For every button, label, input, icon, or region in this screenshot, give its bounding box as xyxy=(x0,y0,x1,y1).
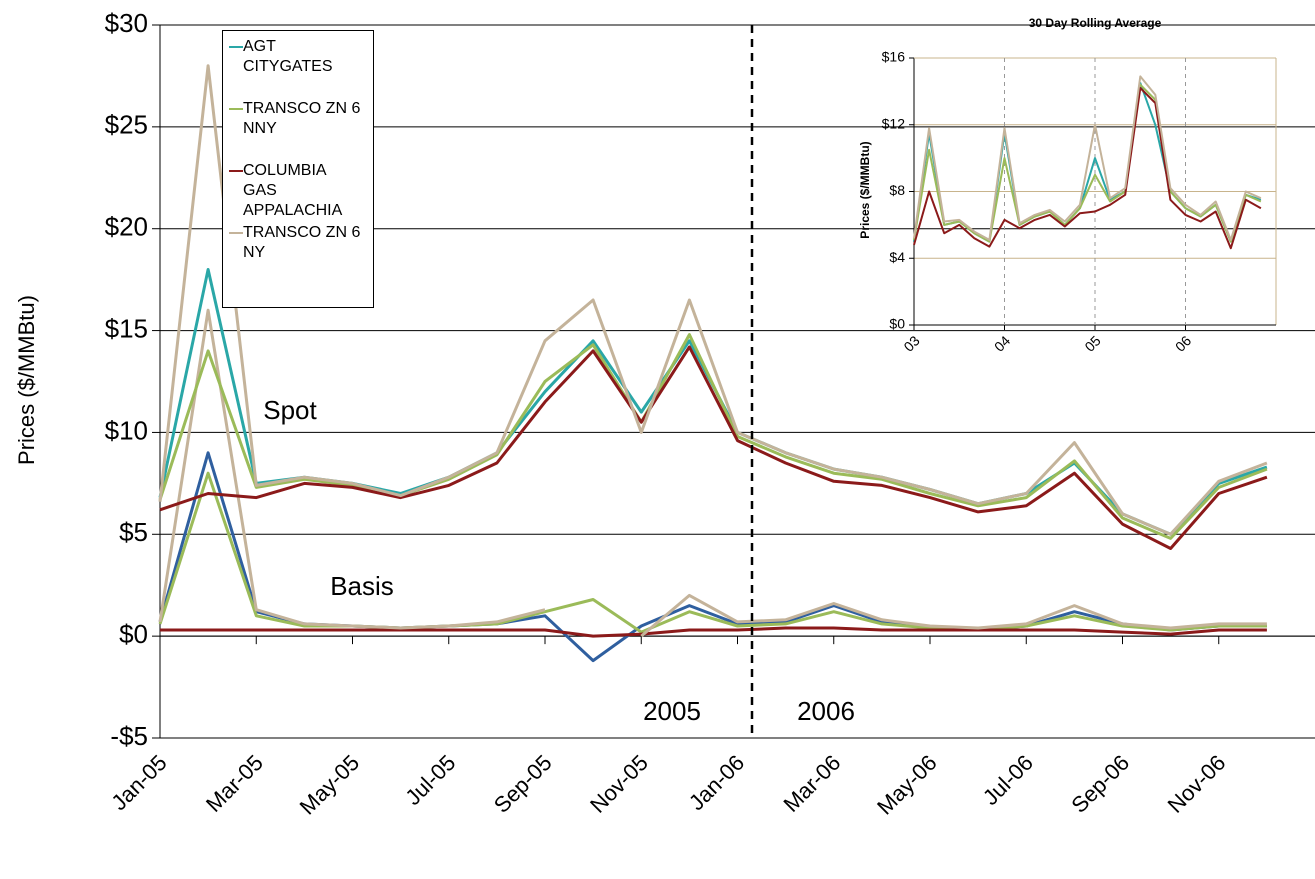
y-tick-label: $15 xyxy=(105,313,148,343)
legend-entry: TRANSCO ZN 6 NNY xyxy=(229,99,367,161)
annotation: 2005 xyxy=(643,696,701,726)
series-line xyxy=(913,75,1262,241)
x-tick-label: Jan-06 xyxy=(684,750,749,815)
x-tick-label: Jan-05 xyxy=(106,750,171,815)
x-tick-label: Jul-05 xyxy=(400,750,460,810)
y-tick-label: $30 xyxy=(105,8,148,38)
legend: AGT CITYGATES TRANSCO ZN 6 NNY COLUMBIA GA… xyxy=(222,30,374,308)
x-tick-label: Jul-06 xyxy=(978,750,1038,810)
legend-label: TRANSCO ZN 6 NNY xyxy=(243,100,361,137)
x-tick-label: May-06 xyxy=(872,750,942,820)
legend-label: COLUMBIA GAS APPALACHIA xyxy=(243,162,343,219)
legend-entry: AGT CITYGATES xyxy=(229,37,367,99)
x-tick-label: Mar-06 xyxy=(778,750,845,817)
series-line xyxy=(158,333,1268,540)
legend-swatch xyxy=(229,170,243,172)
y-tick-label: $8 xyxy=(889,182,905,198)
legend-entry: TRANSCO ZN 6 NY xyxy=(229,223,367,285)
legend-swatch xyxy=(229,108,243,110)
legend-swatch xyxy=(229,232,243,234)
y-tick-label: $5 xyxy=(119,517,148,547)
series-line xyxy=(158,64,1268,536)
x-tick-label: Nov-05 xyxy=(585,750,653,818)
inset-y-label: Prices ($/MMBtu) xyxy=(858,141,872,238)
y-tick-label: $4 xyxy=(889,249,905,265)
x-tick-label: 03 xyxy=(900,332,922,354)
annotation: Spot xyxy=(263,395,317,425)
x-tick-label: Mar-05 xyxy=(201,750,268,817)
y-tick-label: $0 xyxy=(889,316,905,332)
y-tick-label: $0 xyxy=(119,619,148,649)
series-line xyxy=(913,87,1262,250)
y-tick-label: -$5 xyxy=(110,721,148,751)
annotation: 2006 xyxy=(797,696,855,726)
x-tick-label: May-05 xyxy=(295,750,365,820)
series-line xyxy=(160,626,1267,638)
series-line xyxy=(158,308,1267,638)
x-tick-label: 05 xyxy=(1081,332,1103,354)
x-tick-label: 06 xyxy=(1172,332,1194,354)
series-line xyxy=(913,83,1262,243)
x-tick-label: 04 xyxy=(991,332,1013,354)
y-axis-label: Prices ($/MMBtu) xyxy=(14,295,39,465)
legend-label: TRANSCO ZN 6 NY xyxy=(243,224,361,261)
y-tick-label: $12 xyxy=(882,115,906,131)
y-tick-label: $10 xyxy=(105,415,148,445)
x-tick-label: Sep-06 xyxy=(1066,750,1134,818)
inset-title: 30 Day Rolling Average xyxy=(1029,16,1162,30)
series-line xyxy=(159,345,1268,550)
legend-entry: COLUMBIA GAS APPALACHIA xyxy=(229,161,367,223)
legend-swatch xyxy=(229,46,243,48)
y-tick-label: $16 xyxy=(882,49,906,65)
x-tick-label: Sep-05 xyxy=(489,750,557,818)
y-tick-label: $25 xyxy=(105,110,148,140)
legend-label: AGT CITYGATES xyxy=(243,38,333,75)
annotation: Basis xyxy=(330,571,394,601)
y-tick-label: $20 xyxy=(105,212,148,242)
x-tick-label: Nov-06 xyxy=(1163,750,1231,818)
